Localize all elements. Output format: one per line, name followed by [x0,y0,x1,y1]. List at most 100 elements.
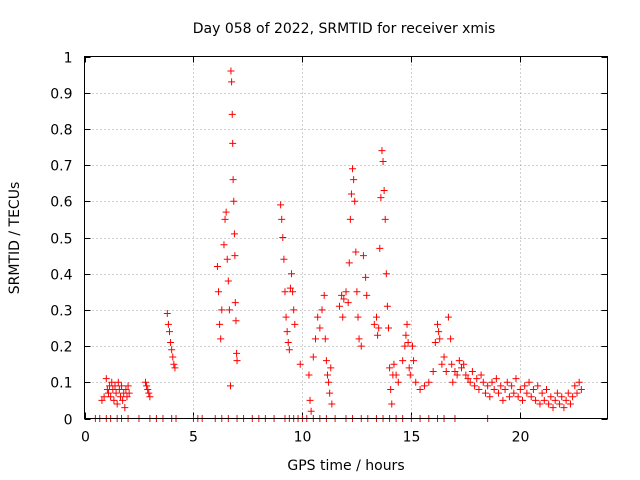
data-point [347,190,355,198]
data-point [217,335,225,343]
x-tick-labels: 0 5 10 15 20 [81,430,529,446]
data-point [222,208,230,216]
y-tick-label: 0.9 [50,87,72,103]
data-point [503,378,511,386]
data-point [114,378,122,386]
data-point [323,371,331,379]
data-point [388,400,396,408]
data-point [547,393,555,401]
data-point [146,393,154,401]
data-point [296,360,304,368]
data-point [566,400,574,408]
data-point [394,378,402,386]
data-point [350,176,358,184]
data-point [481,389,489,397]
data-point [381,215,389,223]
data-point [116,393,124,401]
data-point [406,371,414,379]
data-point [229,176,237,184]
data-point [499,396,507,404]
data-point [405,364,413,372]
data-point [143,382,151,390]
data-point [168,346,176,354]
x-tick-label: 0 [81,430,90,446]
data-point [573,389,581,397]
data-point [335,302,343,310]
data-point [410,357,418,365]
x-tick-label: 15 [403,430,421,446]
data-point [536,400,544,408]
data-point [525,378,533,386]
data-point [231,252,239,260]
data-point [354,313,362,321]
data-point [285,346,293,354]
data-point [532,396,540,404]
data-point [233,349,241,357]
data-point [123,393,131,401]
data-point [412,378,420,386]
gridlines [84,56,608,419]
data-point [318,306,326,314]
data-point [284,338,292,346]
data-point [484,382,492,390]
data-point [309,353,317,361]
data-point [327,364,335,372]
data-point [144,386,152,394]
data-point [534,382,542,390]
data-point [384,324,392,332]
data-point [501,386,509,394]
data-point [545,400,553,408]
data-point [165,328,173,336]
data-point [328,400,336,408]
data-point [291,320,299,328]
data-point [562,396,570,404]
data-point [383,302,391,310]
data-point [345,259,353,267]
y-tick-label: 0.8 [50,123,72,139]
data-point [307,407,315,415]
data-point [380,186,388,194]
data-point [100,393,108,401]
data-point [379,157,387,165]
chart-title: Day 058 of 2022, SRMTID for receiver xmi… [193,21,496,37]
y-tick-label: 0.6 [50,195,72,211]
data-point [359,252,367,260]
data-point [231,299,239,307]
data-point [322,357,330,365]
data-point [228,78,236,86]
data-point [564,389,572,397]
axis-ticks [84,56,608,420]
data-point [497,382,505,390]
data-point [403,320,411,328]
data-point [521,382,529,390]
data-point [112,389,120,397]
data-point [232,317,240,325]
data-point [228,110,236,118]
data-point [125,389,133,397]
y-tick-label: 0.4 [50,268,72,284]
data-point [516,386,524,394]
data-point [434,320,442,328]
data-point [339,313,347,321]
data-point [442,367,450,375]
data-point [351,197,359,205]
data-point [495,389,503,397]
data-point [233,357,241,365]
plot-frame [84,56,608,419]
data-point [451,367,459,375]
data-point [455,357,463,365]
data-point [216,320,224,328]
data-point [346,215,354,223]
data-point [230,197,238,205]
data-point [375,324,383,332]
data-point [283,328,291,336]
data-point [399,357,407,365]
data-point [457,364,465,372]
data-point [163,310,171,318]
data-point [453,371,461,379]
data-point [435,328,443,336]
data-point [527,393,535,401]
data-point [349,165,357,173]
data-point [362,273,370,281]
data-point [121,404,129,412]
